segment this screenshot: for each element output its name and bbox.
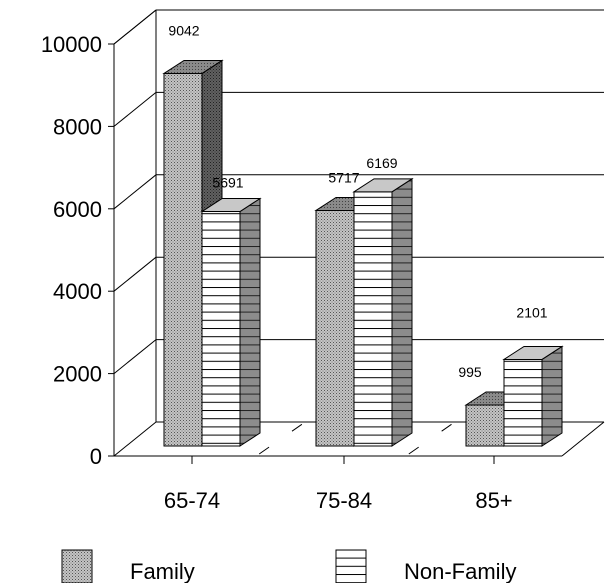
- y-axis: 0 2000 4000 6000 8000 10000: [41, 32, 115, 469]
- y-tick-label: 4000: [53, 279, 102, 304]
- legend-swatch: [335, 549, 367, 583]
- legend-label: Family: [130, 559, 195, 583]
- x-tick-label: 85+: [475, 488, 512, 513]
- data-label: 9042: [168, 22, 199, 38]
- x-tick-label: 65-74: [164, 488, 220, 513]
- gridline-side-10000: [113, 9, 157, 45]
- bar-front: [315, 209, 355, 447]
- bar-top: [502, 345, 564, 360]
- floor-right-edge: [561, 421, 605, 457]
- y-tick-label: 6000: [53, 197, 102, 222]
- floor-divider-1: [258, 421, 306, 455]
- legend-label: Non-Family: [404, 559, 516, 583]
- data-label: 5691: [212, 175, 243, 191]
- gridline-side-4000: [113, 256, 157, 292]
- data-label: 5717: [328, 169, 359, 185]
- legend-item-non-family: Non-Family: [335, 549, 516, 583]
- bar-front: [201, 211, 241, 447]
- bar-side: [239, 197, 261, 447]
- legend-swatch: [61, 549, 93, 583]
- bar-front: [163, 72, 203, 447]
- bar-front: [503, 358, 543, 447]
- bar-top: [352, 178, 414, 193]
- legend: Family Non-Family: [61, 549, 516, 583]
- bar-front: [353, 191, 393, 447]
- data-label: 2101: [516, 304, 547, 320]
- bar-top: [162, 59, 224, 74]
- gridline-side-8000: [113, 92, 157, 127]
- floor-left-edge: [113, 421, 157, 457]
- y-tick-label: 2000: [53, 362, 102, 387]
- bar-front: [465, 404, 505, 447]
- bar-non-family-75-84: [352, 177, 414, 447]
- bar-side: [391, 177, 413, 447]
- x-tick-label: 75-84: [316, 488, 372, 513]
- data-labels: 9042 5691 5717 6169 995 2101: [168, 22, 547, 380]
- y-tick-label: 8000: [53, 114, 102, 139]
- y-tick-label: 0: [90, 444, 102, 469]
- data-label: 6169: [366, 155, 397, 171]
- x-axis: 65-74 75-84 85+: [164, 456, 513, 513]
- y-tick-label: 10000: [41, 32, 102, 57]
- bars: [162, 59, 564, 447]
- bar-non-family-85+: [502, 345, 564, 447]
- legend-item-family: Family: [61, 549, 195, 583]
- bar-non-family-65-74: [200, 197, 262, 447]
- floor-divider-2: [408, 421, 456, 455]
- gridline-side-6000: [113, 174, 157, 210]
- gridline-side-2000: [113, 339, 157, 374]
- bar-top: [200, 198, 262, 213]
- data-label: 995: [458, 364, 482, 380]
- bar-side: [541, 345, 563, 447]
